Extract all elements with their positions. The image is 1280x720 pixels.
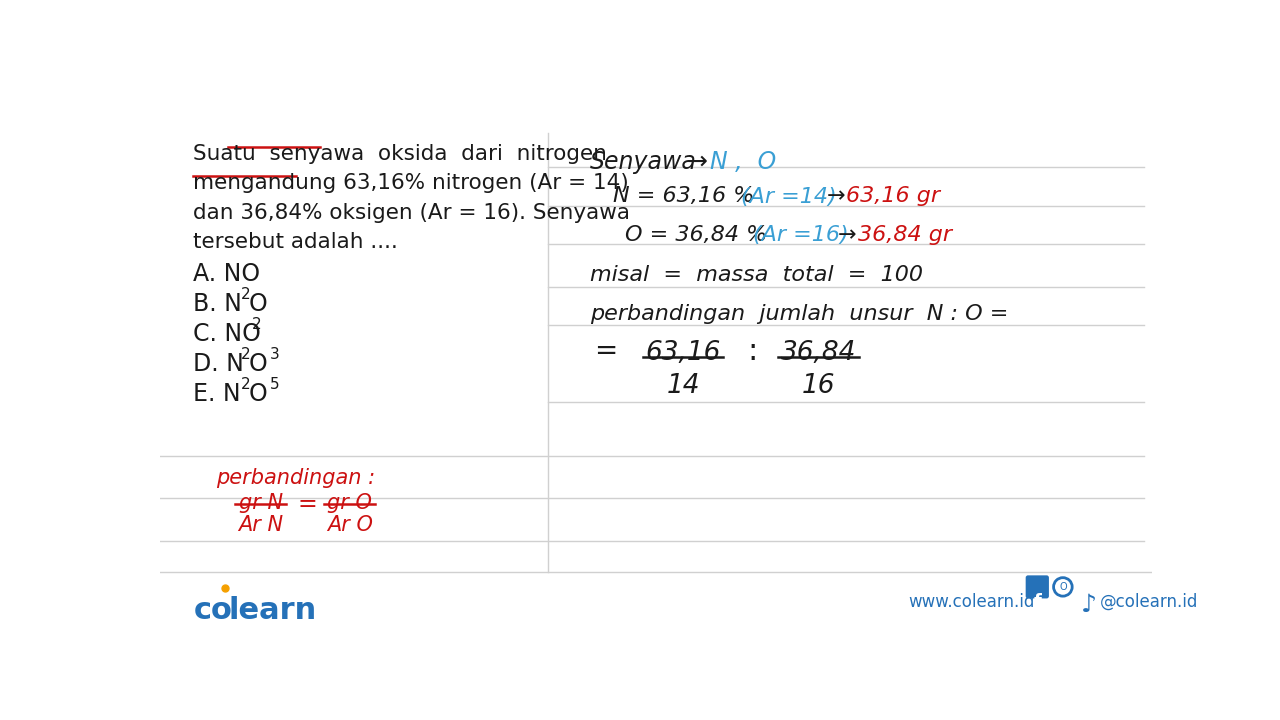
Text: mengandung 63,16% nitrogen (Ar = 14): mengandung 63,16% nitrogen (Ar = 14) <box>192 174 628 194</box>
Text: 16: 16 <box>803 373 836 399</box>
Text: 2: 2 <box>252 317 262 332</box>
Text: =: = <box>594 337 617 364</box>
Text: perbandingan :: perbandingan : <box>216 467 375 487</box>
Text: =: = <box>297 492 317 516</box>
Text: (Ar =16): (Ar =16) <box>753 225 849 245</box>
Text: 2: 2 <box>241 346 250 361</box>
Text: 14: 14 <box>667 373 700 399</box>
Text: misal  =  massa  total  =  100: misal = massa total = 100 <box>590 265 923 285</box>
Text: →: → <box>827 186 845 207</box>
Text: O = 36,84 %: O = 36,84 % <box>625 225 767 245</box>
Text: 63,16: 63,16 <box>645 341 721 366</box>
Text: (Ar =14): (Ar =14) <box>741 186 837 207</box>
Text: Ar O: Ar O <box>326 516 372 535</box>
Text: O: O <box>250 382 268 406</box>
Text: learn: learn <box>229 596 317 625</box>
Text: N = 63,16 %: N = 63,16 % <box>613 186 755 207</box>
Text: Ar N: Ar N <box>238 516 283 535</box>
Text: ♪: ♪ <box>1080 593 1097 617</box>
Text: B. N: B. N <box>192 292 242 316</box>
Text: →: → <box>687 150 708 174</box>
Text: O: O <box>250 292 268 316</box>
Text: 36,84: 36,84 <box>781 341 856 366</box>
Text: Suatu  senyawa  oksida  dari  nitrogen: Suatu senyawa oksida dari nitrogen <box>192 144 607 164</box>
Text: dan 36,84% oksigen (Ar = 16). Senyawa: dan 36,84% oksigen (Ar = 16). Senyawa <box>192 202 630 222</box>
Text: 3: 3 <box>270 346 280 361</box>
Text: @colearn.id: @colearn.id <box>1100 593 1198 611</box>
Text: gr N: gr N <box>238 493 283 513</box>
Text: co: co <box>195 596 233 625</box>
Text: 63,16 gr: 63,16 gr <box>846 186 940 207</box>
Text: N ,  O: N , O <box>710 150 777 174</box>
Text: A. NO: A. NO <box>192 262 260 286</box>
Text: tersebut adalah ....: tersebut adalah .... <box>192 232 397 252</box>
Text: O: O <box>1059 582 1066 592</box>
Text: →: → <box>838 225 856 245</box>
Text: 36,84 gr: 36,84 gr <box>858 225 951 245</box>
Text: www.colearn.id: www.colearn.id <box>908 593 1034 611</box>
Text: E. N: E. N <box>192 382 241 406</box>
Text: perbandingan  jumlah  unsur  N : O =: perbandingan jumlah unsur N : O = <box>590 304 1009 323</box>
Text: 5: 5 <box>270 377 279 392</box>
Text: gr O: gr O <box>328 493 372 513</box>
Text: O: O <box>250 352 268 376</box>
Text: f: f <box>1033 593 1041 611</box>
Text: 2: 2 <box>241 377 250 392</box>
Text: D. N: D. N <box>192 352 243 376</box>
Text: :: : <box>748 337 758 366</box>
Text: 2: 2 <box>241 287 250 302</box>
FancyBboxPatch shape <box>1025 575 1048 598</box>
Text: Senyawa: Senyawa <box>590 150 698 174</box>
Text: C. NO: C. NO <box>192 322 260 346</box>
